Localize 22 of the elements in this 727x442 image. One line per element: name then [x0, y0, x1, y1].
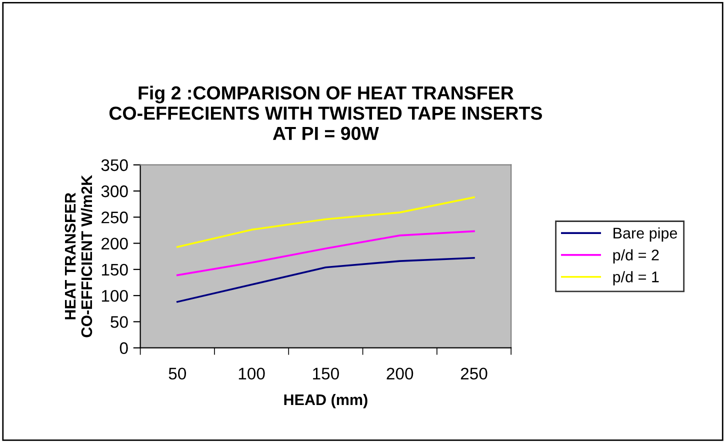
y-tick-label: 150	[102, 264, 128, 276]
y-tick-label: 0	[120, 342, 128, 354]
chart-title: Fig 2 :COMPARISON OF HEAT TRANSFER CO-EFFECIENTS WITH TWISTED TAPE INSERTS AT PI = 90W	[109, 86, 542, 140]
legend-label: Bare pipe	[614, 227, 678, 242]
x-tick-label: 50	[168, 368, 186, 380]
y-tick-label: 350	[101, 159, 128, 172]
y-tick-label: 100	[102, 290, 128, 302]
x-tick-label: 200	[386, 368, 414, 380]
x-tick-label: 250	[460, 368, 488, 380]
legend-label: p/d = 1	[613, 271, 659, 286]
y-tick-label: 50	[110, 316, 128, 328]
x-tick-label: 150	[313, 368, 339, 380]
legend-label: p/d = 2	[613, 249, 659, 264]
line-series	[176, 257, 475, 303]
line-series	[176, 196, 475, 248]
y-axis-title: HEAT TRANSFER CO-EFFICIENT W/m2K	[64, 175, 92, 338]
y-tick-label: 200	[102, 238, 128, 250]
y-tick-label: 250	[102, 212, 128, 224]
x-axis-title: HEAD (mm)	[284, 394, 368, 408]
x-tick-label: 100	[238, 368, 265, 380]
line-series	[176, 230, 475, 276]
y-tick-label: 300	[101, 185, 128, 198]
